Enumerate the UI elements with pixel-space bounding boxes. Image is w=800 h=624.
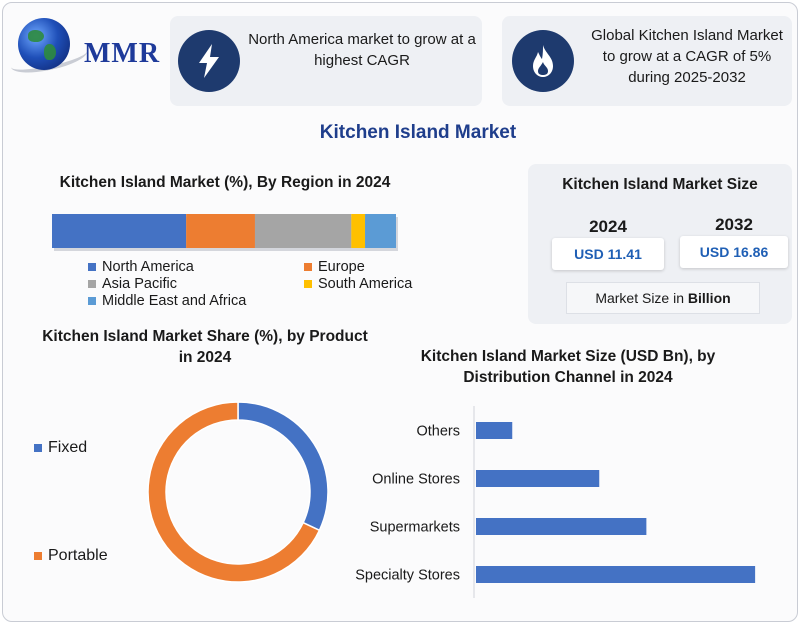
legend-swatch [304,280,312,288]
region-segment-asia-pacific [254,214,352,248]
legend-swatch [88,280,96,288]
market-size-title: Kitchen Island Market Size [562,176,758,193]
logo-text: MMR [84,38,161,69]
donut-slice-fixed [237,401,329,532]
legend-label: Portable [48,547,108,564]
legend-swatch [88,263,96,271]
market-size-unit: Market Size in Billion [566,282,760,314]
legend-label: South America [318,276,413,292]
channel-label-specialty-stores: Specialty Stores [355,568,460,584]
channel-bar-specialty-stores [476,566,756,583]
year-2024: 2024 [589,217,627,236]
legend-swatch [304,263,312,271]
legend-swatch [88,297,96,305]
page-title: Kitchen Island Market [319,122,517,143]
region-segment-north-america [52,214,187,248]
unit-prefix: Market Size in [595,290,688,306]
legend-label: Europe [318,259,365,275]
channel-bar-chart: Others Online Stores Supermarkets Specialty… [355,406,756,598]
year-2032: 2032 [715,215,753,234]
channel-label-others: Others [416,424,460,440]
legend-label: North America [102,259,194,275]
channel-label-online-stores: Online Stores [372,472,460,488]
region-chart-title: Kitchen Island Market (%), By Region in … [59,174,391,191]
region-stacked-bar-chart [52,214,398,251]
legend-label: Asia Pacific [102,276,177,292]
channel-label-supermarkets: Supermarkets [370,520,460,536]
legend-label: Middle East and Africa [102,293,247,309]
legend-swatch [34,444,42,452]
region-segment-south-america [351,214,366,248]
legend-north-america: North America [88,259,194,275]
legend-europe: Europe [304,259,365,275]
legend-middle-east-africa: Middle East and Africa [88,293,246,309]
donut-slice-portable [147,401,321,583]
legend-fixed: Fixed [34,439,87,457]
product-donut-chart [147,401,329,583]
flame-icon [512,30,574,92]
card-text-north-america: North America market to grow at a highes… [248,31,476,69]
unit-bold: Billion [687,290,731,306]
legend-swatch [34,552,42,560]
channel-chart-title: Kitchen Island Market Size (USD Bn), by … [420,348,716,386]
channel-bar-supermarkets [476,518,647,535]
lightning-icon [178,30,240,92]
region-segment-europe [186,214,255,248]
legend-portable: Portable [34,547,108,565]
legend-asia-pacific: Asia Pacific [88,276,177,292]
product-chart-title: Kitchen Island Market Share (%), by Prod… [42,328,368,366]
legend-label: Fixed [48,439,88,456]
value-2024: USD 11.41 [552,238,664,270]
globe-icon [18,18,70,70]
channel-bar-others [476,422,513,439]
card-text-cagr: Global Kitchen Island Market to grow at … [591,27,783,86]
region-segment-middle-east-and-africa [365,214,396,248]
value-2032: USD 16.86 [680,236,788,268]
legend-south-america: South America [304,276,412,292]
channel-bar-online-stores [476,470,600,487]
